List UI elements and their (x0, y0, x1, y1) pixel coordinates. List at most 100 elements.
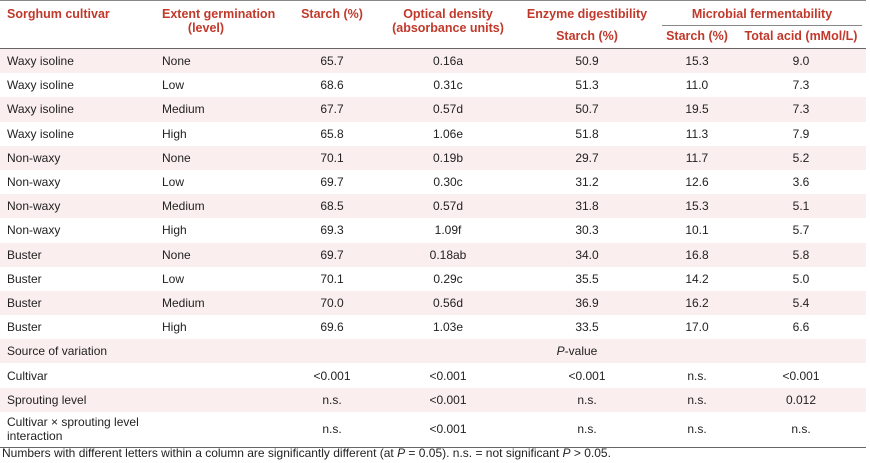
header-total-acid: Total acid (mMol/L) (744, 29, 858, 43)
cell-microbial-starch: 11.3 (658, 121, 736, 146)
table-row: Waxy isoline Low 68.6 0.31c 51.3 11.0 7.… (0, 73, 866, 98)
cell-optical-density: 0.57d (380, 97, 516, 122)
stats-enzyme-starch: <0.001 (516, 363, 658, 388)
cell-optical-density: 1.03e (380, 315, 516, 340)
table-body: Waxy isoline None 65.7 0.16a 50.9 15.3 9… (0, 48, 866, 448)
cell-cultivar: Waxy isoline (0, 48, 158, 74)
header-microbial-starch: Starch (%) (666, 29, 728, 43)
cell-microbial-starch: 16.2 (658, 290, 736, 316)
cell-enzyme-starch: 31.2 (516, 169, 658, 195)
footnote-part2: = 0.05). n.s. = not significant (405, 446, 563, 460)
stats-row: Sprouting level n.s. <0.001 n.s. n.s. 0.… (0, 387, 866, 412)
header-optical-density: Optical density (absorbance units) (380, 1, 516, 49)
cell-microbial-starch: 19.5 (658, 97, 736, 122)
p-value-italic: P (556, 344, 565, 359)
cell-microbial-starch: 15.3 (658, 194, 736, 219)
stats-starch: <0.001 (284, 363, 380, 388)
cell-starch: 69.7 (284, 242, 380, 267)
header-enzyme-starch: Starch (%) (556, 29, 618, 43)
cell-cultivar: Non-waxy (0, 145, 158, 170)
cell-enzyme-starch: 50.7 (516, 97, 658, 122)
cell-optical-density: 1.09f (380, 218, 516, 243)
stats-enzyme-starch: n.s. (516, 387, 658, 412)
cell-starch: 67.7 (284, 97, 380, 122)
cell-starch: 65.7 (284, 48, 380, 74)
p-value-label: P-value (284, 339, 866, 364)
stats-microbial-starch: n.s. (658, 363, 736, 388)
cell-cultivar: Waxy isoline (0, 73, 158, 98)
data-table: Sorghum cultivar Extent germination (lev… (0, 0, 866, 448)
variation-header-row: Source of variation P-value (0, 339, 866, 364)
stats-source: Sprouting level (0, 387, 284, 412)
cell-extent: Low (158, 73, 284, 98)
cell-total-acid: 7.3 (736, 97, 866, 122)
stats-total-acid: <0.001 (736, 363, 866, 388)
stats-row: Cultivar × sprouting level interaction n… (0, 411, 866, 448)
table-footnote: Numbers with different letters within a … (2, 446, 611, 460)
table-row: Non-waxy Low 69.7 0.30c 31.2 12.6 3.6 (0, 169, 866, 195)
cell-optical-density: 0.18ab (380, 242, 516, 267)
cell-enzyme-starch: 51.8 (516, 121, 658, 146)
stats-optical-density: <0.001 (380, 363, 516, 388)
cell-optical-density: 0.16a (380, 48, 516, 74)
stats-optical-density: <0.001 (380, 387, 516, 412)
table-row: Buster Medium 70.0 0.56d 36.9 16.2 5.4 (0, 290, 866, 316)
cell-extent: High (158, 315, 284, 340)
header-extent-line1: Extent germination (162, 7, 276, 21)
table-row: Buster High 69.6 1.03e 33.5 17.0 6.6 (0, 315, 866, 340)
stats-microbial-starch: n.s. (658, 411, 736, 448)
cell-optical-density: 0.31c (380, 73, 516, 98)
cell-total-acid: 9.0 (736, 48, 866, 74)
cell-cultivar: Buster (0, 315, 158, 340)
stats-row: Cultivar <0.001 <0.001 <0.001 n.s. <0.00… (0, 363, 866, 388)
p-value-rest: -value (564, 344, 598, 359)
cell-starch: 70.0 (284, 290, 380, 316)
cell-cultivar: Buster (0, 242, 158, 267)
cell-total-acid: 7.9 (736, 121, 866, 146)
cell-total-acid: 3.6 (736, 169, 866, 195)
cell-enzyme-starch: 31.8 (516, 194, 658, 219)
table-row: Non-waxy Medium 68.5 0.57d 31.8 15.3 5.1 (0, 194, 866, 219)
cell-cultivar: Non-waxy (0, 218, 158, 243)
cell-starch: 68.5 (284, 194, 380, 219)
cell-total-acid: 5.8 (736, 242, 866, 267)
header-sorghum-cultivar: Sorghum cultivar (7, 7, 110, 21)
cell-extent: Medium (158, 290, 284, 316)
cell-enzyme-starch: 30.3 (516, 218, 658, 243)
cell-microbial-starch: 11.7 (658, 145, 736, 170)
stats-optical-density: <0.001 (380, 411, 516, 448)
cell-cultivar: Buster (0, 266, 158, 291)
cell-enzyme-starch: 34.0 (516, 242, 658, 267)
cell-cultivar: Non-waxy (0, 194, 158, 219)
source-of-variation-label: Source of variation (0, 339, 284, 364)
footnote-p1: P (397, 446, 406, 460)
table-row: Non-waxy None 70.1 0.19b 29.7 11.7 5.2 (0, 145, 866, 170)
cell-optical-density: 0.30c (380, 169, 516, 195)
cell-microbial-starch: 16.8 (658, 242, 736, 267)
cell-total-acid: 5.4 (736, 290, 866, 316)
cell-enzyme-starch: 35.5 (516, 266, 658, 291)
table-header: Sorghum cultivar Extent germination (lev… (0, 0, 866, 49)
stats-total-acid: 0.012 (736, 387, 866, 412)
cell-cultivar: Non-waxy (0, 169, 158, 195)
cell-starch: 69.3 (284, 218, 380, 243)
header-extent-line2: (level) (187, 21, 225, 35)
cell-enzyme-starch: 50.9 (516, 48, 658, 74)
cell-microbial-starch: 11.0 (658, 73, 736, 98)
table-row: Buster None 69.7 0.18ab 34.0 16.8 5.8 (0, 242, 866, 267)
stats-microbial-starch: n.s. (658, 387, 736, 412)
cell-optical-density: 0.29c (380, 266, 516, 291)
cell-optical-density: 0.57d (380, 194, 516, 219)
cell-enzyme-starch: 33.5 (516, 315, 658, 340)
cell-total-acid: 6.6 (736, 315, 866, 340)
cell-extent: None (158, 145, 284, 170)
cell-optical-density: 1.06e (380, 121, 516, 146)
header-microbial-label: Microbial fermentability (662, 7, 862, 26)
cell-total-acid: 5.0 (736, 266, 866, 291)
stats-source: Cultivar (0, 363, 284, 388)
cell-cultivar: Waxy isoline (0, 121, 158, 146)
table-row: Buster Low 70.1 0.29c 35.5 14.2 5.0 (0, 266, 866, 291)
cell-microbial-starch: 10.1 (658, 218, 736, 243)
cell-optical-density: 0.19b (380, 145, 516, 170)
